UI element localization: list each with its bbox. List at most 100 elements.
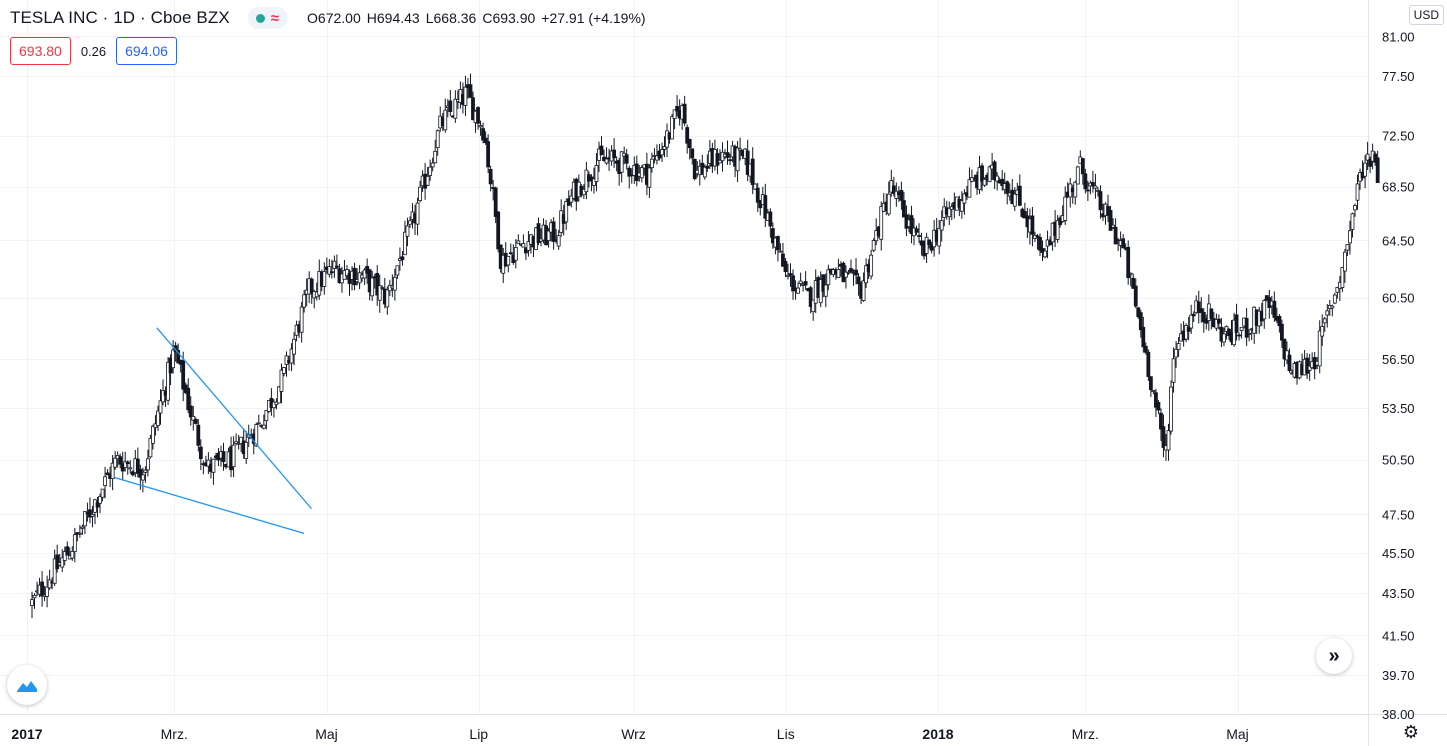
candle	[261, 414, 266, 430]
candle	[448, 89, 453, 117]
candle-body	[1196, 301, 1201, 314]
candle-body	[196, 424, 201, 446]
candle	[302, 289, 307, 313]
market-status-pill[interactable]: ≈	[247, 7, 288, 29]
price-tick-label: 45.50	[1382, 546, 1415, 561]
candle	[377, 274, 382, 313]
candle	[332, 255, 337, 278]
candle	[40, 571, 44, 607]
scroll-to-realtime-button[interactable]: »	[1316, 638, 1352, 674]
candle-body	[88, 509, 92, 518]
candle	[619, 150, 624, 183]
candle-body	[1322, 318, 1327, 324]
candle	[98, 493, 102, 514]
candle	[1005, 180, 1010, 205]
candle	[1234, 303, 1239, 341]
candle-body	[1277, 315, 1282, 327]
candle-body	[186, 387, 191, 411]
candle-body	[662, 146, 667, 150]
candle	[362, 267, 367, 286]
tradingview-logo-button[interactable]	[7, 665, 47, 705]
candle-body	[1048, 240, 1052, 246]
time-tick-label: Mrz.	[1072, 726, 1099, 742]
sell-price-button[interactable]: 693.80	[10, 37, 71, 65]
candle-body	[1126, 246, 1131, 279]
candle-body	[987, 166, 992, 183]
candle-body	[395, 265, 400, 276]
candle-body	[1083, 173, 1088, 190]
candle-body	[332, 260, 337, 269]
candle-body	[715, 153, 720, 166]
candle	[322, 262, 327, 295]
candle	[90, 505, 95, 528]
candle	[481, 122, 485, 144]
candle-body	[80, 526, 85, 529]
candle-body	[796, 287, 800, 294]
candle	[639, 165, 644, 183]
candle	[123, 451, 128, 472]
candle-body	[70, 550, 75, 559]
candle	[551, 217, 556, 250]
candle	[849, 259, 853, 273]
candle	[768, 208, 773, 238]
candle	[476, 106, 480, 130]
candle	[282, 366, 286, 377]
candle-body	[1154, 392, 1158, 408]
price-tick-label: 38.00	[1382, 707, 1415, 722]
candle	[453, 90, 458, 123]
candle-body	[1201, 312, 1206, 323]
candle-body	[72, 534, 77, 553]
candle-body	[1005, 181, 1010, 194]
buy-price-button[interactable]: 694.06	[116, 37, 177, 65]
candle	[1237, 332, 1241, 341]
candle	[30, 591, 34, 619]
candle	[345, 265, 349, 280]
candle-body	[239, 436, 244, 445]
candle-body	[335, 265, 339, 268]
candle	[1217, 314, 1221, 330]
candle-body	[745, 150, 750, 175]
candle	[1239, 326, 1244, 339]
candle-body	[536, 223, 541, 244]
candle	[100, 488, 105, 502]
candle	[151, 424, 155, 450]
symbol-title[interactable]: TESLA INC · 1D · Cboe BZX	[10, 8, 230, 27]
candle-body	[362, 269, 367, 279]
candle-body	[1108, 210, 1113, 231]
chart-settings-button[interactable]: ⚙	[1400, 721, 1422, 743]
trendline	[156, 327, 313, 510]
candle	[191, 406, 196, 431]
candle-body	[1368, 159, 1373, 167]
candle	[113, 451, 118, 470]
candle-body	[826, 269, 831, 286]
candle-body	[823, 284, 828, 297]
candle-body	[103, 476, 107, 487]
candle	[592, 167, 596, 194]
candle	[244, 430, 249, 465]
time-tick-label: Mrz.	[161, 726, 188, 742]
candle-body	[483, 137, 488, 143]
candle-body	[1063, 196, 1068, 221]
candle	[148, 434, 153, 459]
candle-body	[1214, 319, 1219, 329]
candle	[1325, 304, 1330, 328]
candle-body	[594, 165, 599, 182]
candle	[400, 250, 405, 266]
candle-body	[738, 148, 743, 151]
price-tick-label: 64.50	[1382, 233, 1415, 248]
candle	[1012, 187, 1017, 212]
candle-body	[917, 235, 921, 237]
candle	[1305, 353, 1310, 380]
candle-body	[786, 274, 790, 277]
candle	[1063, 186, 1068, 225]
candle	[201, 460, 206, 475]
candle	[327, 259, 332, 278]
candle	[1148, 376, 1153, 397]
price-tick-label: 43.50	[1382, 586, 1415, 601]
candle	[854, 257, 858, 285]
candle-body	[725, 152, 730, 158]
currency-button[interactable]: USD	[1408, 5, 1444, 25]
candle-body	[128, 467, 133, 470]
candle	[1038, 233, 1042, 257]
